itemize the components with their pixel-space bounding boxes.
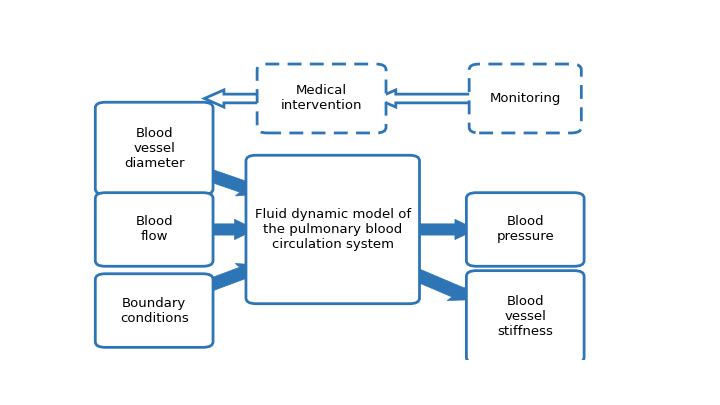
FancyBboxPatch shape xyxy=(246,155,420,304)
Polygon shape xyxy=(199,168,263,196)
Polygon shape xyxy=(204,220,256,240)
Text: Medical
intervention: Medical intervention xyxy=(281,85,362,113)
FancyBboxPatch shape xyxy=(95,193,213,266)
Polygon shape xyxy=(204,90,267,107)
Text: Blood
vessel
stiffness: Blood vessel stiffness xyxy=(498,295,553,338)
Text: Boundary
conditions: Boundary conditions xyxy=(120,296,189,324)
Text: Blood
vessel
diameter: Blood vessel diameter xyxy=(124,127,184,170)
FancyBboxPatch shape xyxy=(257,64,386,133)
FancyBboxPatch shape xyxy=(95,102,213,194)
Polygon shape xyxy=(510,70,541,128)
Text: Monitoring: Monitoring xyxy=(490,92,561,105)
FancyBboxPatch shape xyxy=(467,193,584,266)
Polygon shape xyxy=(377,90,479,107)
Text: Blood
flow: Blood flow xyxy=(135,215,173,243)
Polygon shape xyxy=(199,264,263,292)
FancyBboxPatch shape xyxy=(469,64,581,133)
FancyBboxPatch shape xyxy=(467,271,584,363)
FancyBboxPatch shape xyxy=(95,274,213,347)
Text: Blood
pressure: Blood pressure xyxy=(496,215,554,243)
Polygon shape xyxy=(399,266,475,301)
Polygon shape xyxy=(409,220,476,240)
Text: Fluid dynamic model of
the pulmonary blood
circulation system: Fluid dynamic model of the pulmonary blo… xyxy=(255,208,411,251)
